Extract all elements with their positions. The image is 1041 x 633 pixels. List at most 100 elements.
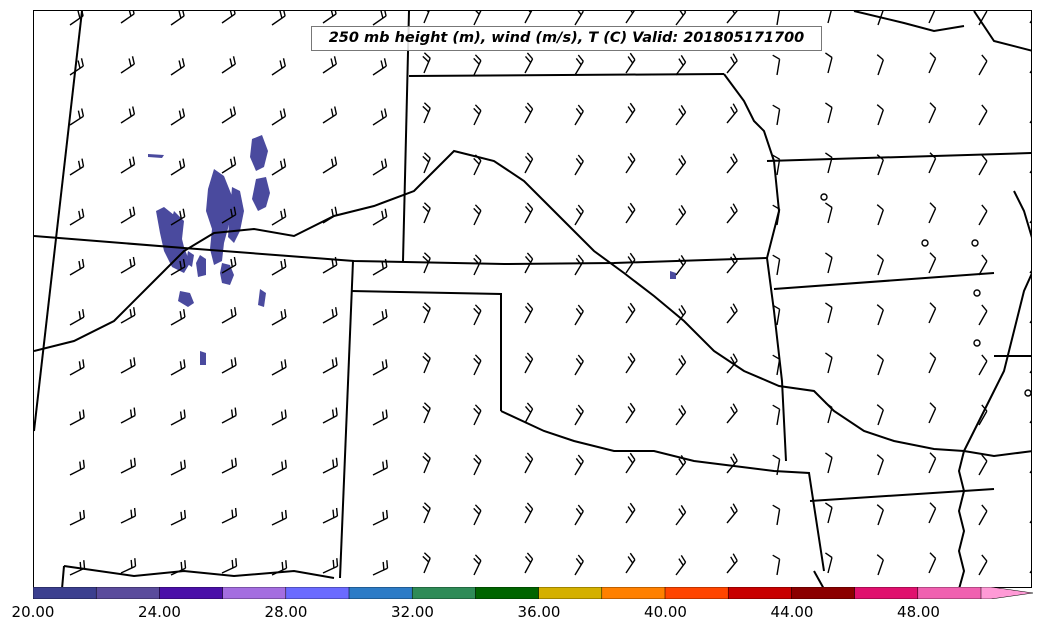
wind-barb-icon xyxy=(271,560,288,576)
wind-barb-icon xyxy=(978,354,988,376)
wind-barb-icon xyxy=(524,302,534,324)
wind-barb-icon xyxy=(574,304,584,326)
wind-barb-icon xyxy=(1029,170,1031,174)
colorbar-segment xyxy=(159,587,224,599)
wind-barb-icon xyxy=(422,552,431,574)
colorbar-tick-label: 48.00 xyxy=(897,603,940,621)
wind-barb-icon xyxy=(824,452,833,474)
wind-barb-icon xyxy=(322,307,338,324)
wind-barb-icon xyxy=(69,409,85,426)
calm-circle-icon xyxy=(973,339,981,347)
wind-barb-icon xyxy=(1029,320,1031,324)
wind-barb-icon xyxy=(524,452,534,474)
wind-barb-icon xyxy=(876,554,884,576)
wind-barb-icon xyxy=(473,254,482,276)
wind-barb-icon xyxy=(69,359,85,376)
wind-barb-icon xyxy=(69,258,85,276)
wind-barb-icon xyxy=(170,560,187,576)
wind-barb-icon xyxy=(422,352,431,374)
wind-barb-icon xyxy=(69,108,85,126)
wind-barb-icon xyxy=(221,457,237,474)
wind-barb-icon xyxy=(772,254,781,276)
map-canvas xyxy=(34,11,1031,587)
wind-barb-icon xyxy=(120,156,136,174)
wind-barb-icon xyxy=(726,303,738,324)
wind-barb-icon xyxy=(271,158,287,176)
calm-circle-icon xyxy=(973,289,981,297)
wind-barb-icon xyxy=(221,156,237,174)
wind-barb-icon xyxy=(271,459,287,476)
colorbar-segment xyxy=(95,587,161,599)
wind-barb-icon xyxy=(221,558,238,574)
colorbar-tick-label: 28.00 xyxy=(264,603,308,621)
wind-barb-icon xyxy=(978,254,988,276)
wind-barb-icon xyxy=(120,256,136,274)
wind-barb-icon xyxy=(675,155,687,176)
wind-barb-icon xyxy=(877,11,884,26)
wind-barb-icon xyxy=(928,552,937,574)
wind-barb-icon xyxy=(928,402,937,424)
wind-barb-icon xyxy=(1029,270,1031,274)
wind-barb-icon xyxy=(928,502,937,524)
colorbar-segment xyxy=(791,587,856,599)
wind-barb-icon xyxy=(675,555,687,576)
wind-barb-icon xyxy=(1029,520,1031,524)
wind-barb-icon xyxy=(625,102,636,124)
wind-barb-icon xyxy=(675,455,687,476)
wind-barb-icon xyxy=(271,11,286,26)
wind-barb-icon xyxy=(726,353,738,374)
wind-barb-icon xyxy=(726,403,738,424)
wind-barb-icon xyxy=(69,560,86,576)
colorbar-segment xyxy=(33,587,97,599)
wind-barb-icon xyxy=(322,56,337,74)
wind-barb-icon xyxy=(574,254,584,276)
wind-barb-icon xyxy=(221,307,237,324)
wind-barb-icon xyxy=(422,52,431,74)
wind-barb-icon xyxy=(824,352,833,374)
wind-barb-icon xyxy=(120,307,136,324)
wind-barb-icon xyxy=(372,108,388,126)
wind-barb-icon xyxy=(978,204,988,226)
wind-barb-icon xyxy=(1029,570,1031,574)
wind-barb-icon xyxy=(69,509,86,526)
wind-barb-icon xyxy=(726,503,738,524)
wind-barb-icon xyxy=(876,154,884,176)
wind-barb-icon xyxy=(928,102,937,124)
wind-barb-icon xyxy=(876,54,884,76)
wind-barb-icon xyxy=(675,355,687,376)
colorbar-segment xyxy=(854,587,919,599)
wind-barb-icon xyxy=(827,11,832,24)
wind-barb-icon xyxy=(876,354,884,376)
wind-barb-icon xyxy=(221,11,236,24)
wind-barb-icon xyxy=(978,154,988,176)
wind-barb-icon xyxy=(772,54,781,76)
wind-barb-icon xyxy=(625,452,636,474)
wind-barb-icon xyxy=(625,52,636,74)
wind-barb-icon xyxy=(473,554,482,576)
wind-barb-icon xyxy=(422,302,431,324)
wind-barb-icon xyxy=(726,553,738,574)
state-boundaries xyxy=(34,11,1031,587)
wind-barb-icon xyxy=(675,205,687,226)
colorbar-segment xyxy=(664,587,729,599)
wind-barb-icon xyxy=(978,404,988,426)
wind-barb-icon xyxy=(322,256,338,274)
wind-barb-icon xyxy=(524,152,534,174)
wind-barb-icon xyxy=(772,104,781,126)
wind-barb-icon xyxy=(69,208,85,226)
wind-barb-icon xyxy=(271,58,286,76)
calm-circle-icon xyxy=(820,193,828,201)
wind-barb-icon xyxy=(675,105,687,126)
wind-barb-icon xyxy=(322,357,338,374)
wind-barb-icon xyxy=(1029,470,1031,474)
wind-barb-icon xyxy=(524,102,534,124)
wind-barb-icon xyxy=(271,359,287,376)
wind-barb-icon xyxy=(574,11,584,26)
wind-barb-icon xyxy=(221,56,236,74)
wind-barb-icon xyxy=(1029,120,1031,124)
wind-barb-icon xyxy=(824,552,833,574)
wind-barb-icon xyxy=(625,502,636,524)
wind-barb-icon xyxy=(625,302,636,324)
wind-barb-icon xyxy=(928,152,937,174)
wind-barb-icon xyxy=(776,11,781,26)
